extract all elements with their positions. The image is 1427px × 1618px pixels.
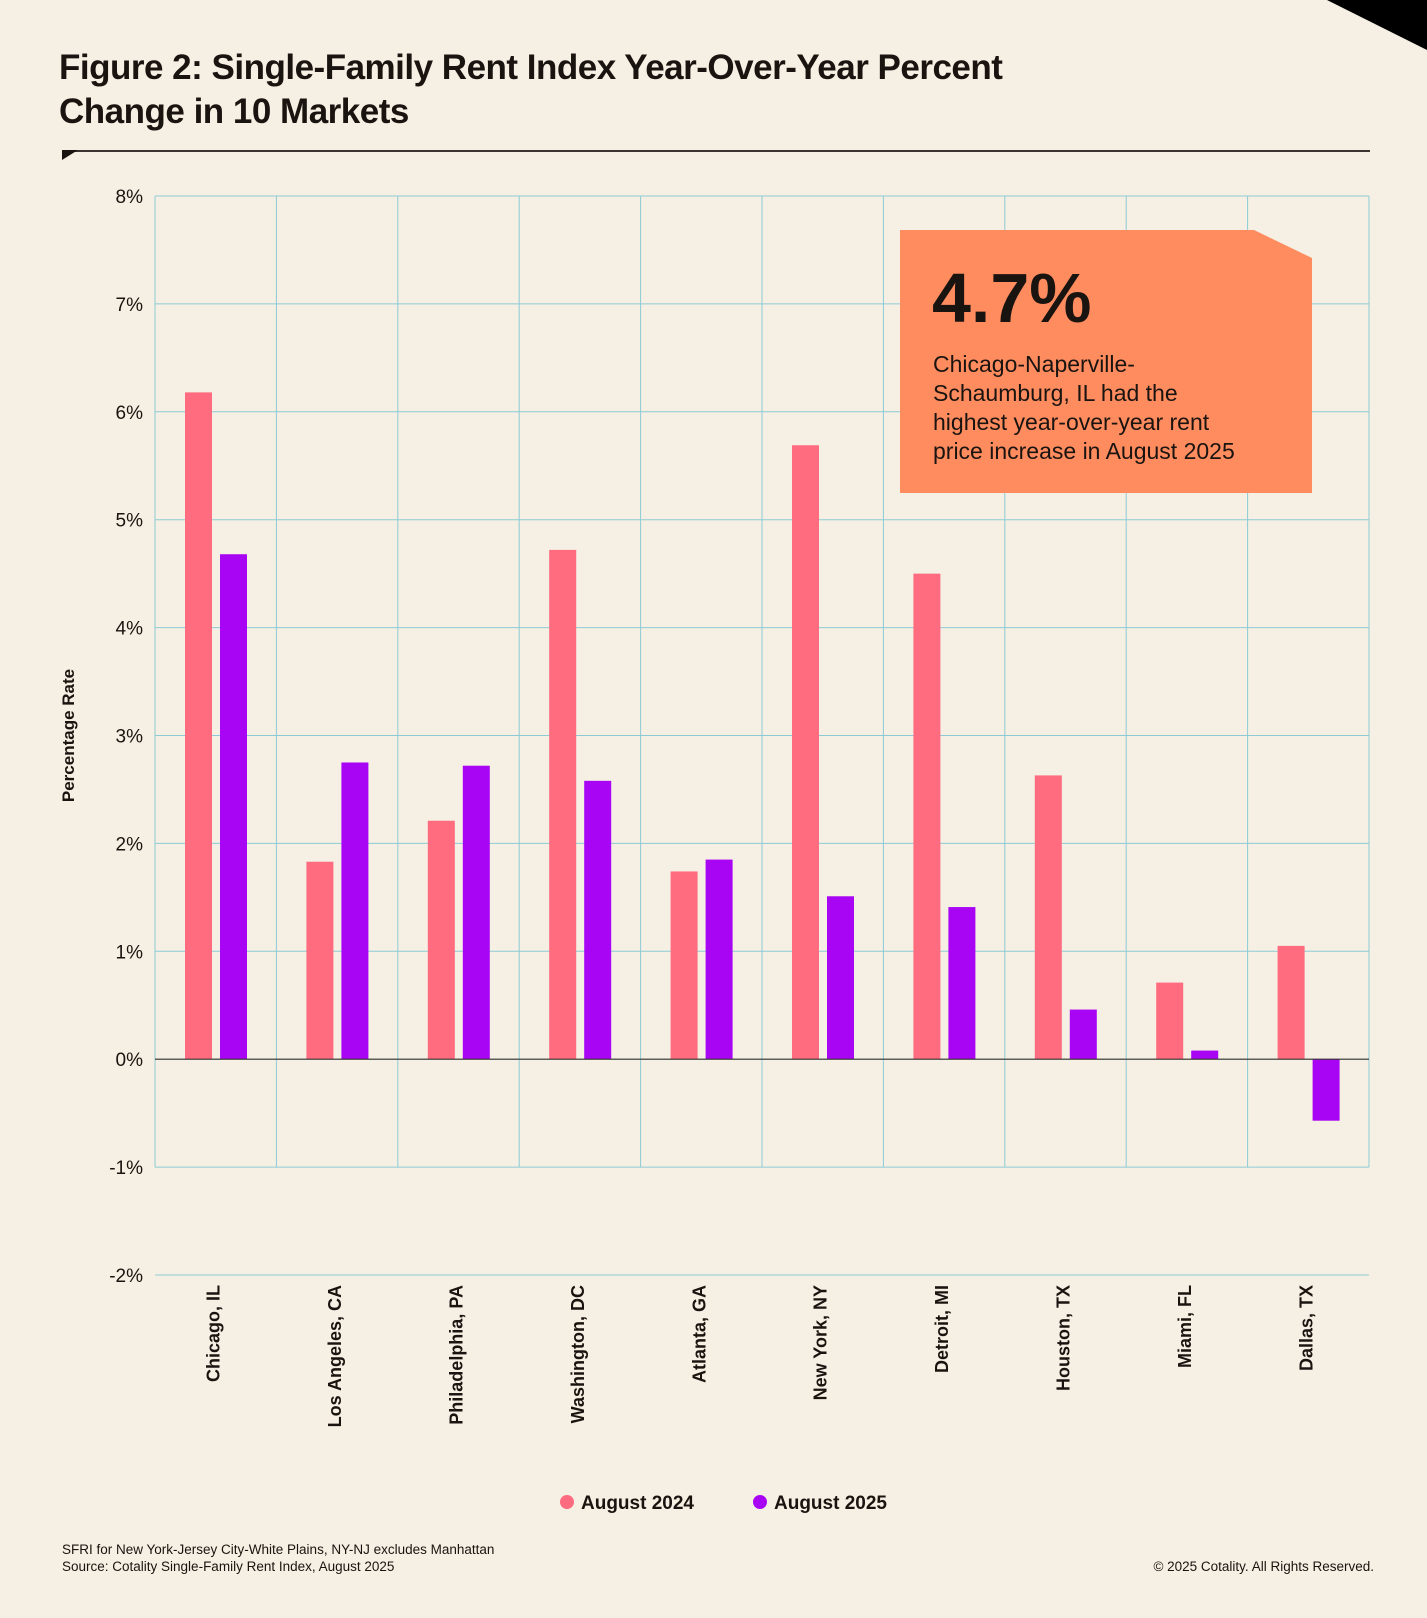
x-tick-label: Dallas, TX <box>1296 1285 1316 1371</box>
footer-copyright: © 2025 Cotality. All Rights Reserved. <box>1153 1559 1374 1574</box>
bar-aug2025 <box>705 859 733 1060</box>
footer-note: SFRI for New York-Jersey City-White Plai… <box>62 1542 495 1557</box>
bar-aug2024 <box>427 820 455 1060</box>
footer-source: Source: Cotality Single-Family Rent Inde… <box>62 1559 395 1574</box>
chart-title: Figure 2: Single-Family Rent Index Year-… <box>59 48 1003 131</box>
callout-text: Chicago-Naperville- <box>933 351 1135 377</box>
x-tick-label: New York, NY <box>811 1285 831 1400</box>
y-tick-label: -2% <box>109 1266 143 1287</box>
x-tick-label: Chicago, IL <box>204 1285 224 1382</box>
bar-aug2025 <box>584 780 612 1060</box>
bar-aug2025 <box>948 907 976 1060</box>
legend-marker <box>753 1495 767 1509</box>
bar-aug2024 <box>185 392 212 1060</box>
y-tick-label: 4% <box>116 619 144 640</box>
bar-aug2024 <box>1156 982 1184 1060</box>
x-tick-label: Houston, TX <box>1054 1285 1074 1391</box>
callout-value: 4.7% <box>932 259 1092 337</box>
bar-aug2025 <box>220 554 247 1060</box>
bar-aug2025 <box>1312 1059 1340 1121</box>
bar-aug2024 <box>549 549 577 1060</box>
y-tick-label: 3% <box>116 727 144 748</box>
bar-aug2024 <box>1277 945 1305 1060</box>
y-tick-label: 8% <box>116 187 144 208</box>
y-tick-label: -1% <box>109 1158 143 1179</box>
y-axis-label: Percentage Rate <box>59 669 78 802</box>
footer-notes: SFRI for New York-Jersey City-White Plai… <box>62 1541 494 1575</box>
bar-aug2025 <box>341 762 369 1060</box>
x-tick-label: Washington, DC <box>568 1285 588 1423</box>
y-tick-label: 6% <box>116 403 144 424</box>
bar-aug2024 <box>913 573 941 1060</box>
x-tick-label: Detroit, MI <box>932 1285 952 1373</box>
corner-decoration <box>1327 0 1427 50</box>
bar-aug2025 <box>1191 1050 1219 1060</box>
bar-aug2025 <box>462 765 490 1060</box>
y-tick-label: 5% <box>116 511 144 532</box>
y-tick-label: 1% <box>116 942 144 963</box>
legend-label: August 2025 <box>774 1493 887 1514</box>
title-divider <box>62 150 1370 152</box>
x-tick-label: Miami, FL <box>1175 1285 1195 1368</box>
bar-aug2025 <box>1069 1009 1097 1060</box>
legend-marker <box>560 1495 574 1509</box>
callout-text: highest year-over-year rent <box>933 409 1210 435</box>
y-tick-label: 2% <box>116 834 144 855</box>
bar-aug2024 <box>792 445 819 1060</box>
legend-label: August 2024 <box>581 1493 694 1514</box>
bar-aug2025 <box>827 896 854 1060</box>
callout-text: price increase in August 2025 <box>933 438 1235 464</box>
x-tick-label: Philadelphia, PA <box>447 1285 467 1425</box>
bar-aug2024 <box>670 871 698 1060</box>
divider-marker <box>62 150 78 160</box>
x-tick-label: Atlanta, GA <box>689 1285 709 1383</box>
callout-box <box>900 230 1312 493</box>
x-tick-label: Los Angeles, CA <box>325 1285 345 1427</box>
y-tick-label: 7% <box>116 295 144 316</box>
callout-text: Schaumburg, IL had the <box>933 380 1178 406</box>
y-tick-label: 0% <box>116 1050 144 1071</box>
bar-aug2024 <box>306 861 334 1060</box>
bar-aug2024 <box>1034 775 1062 1060</box>
